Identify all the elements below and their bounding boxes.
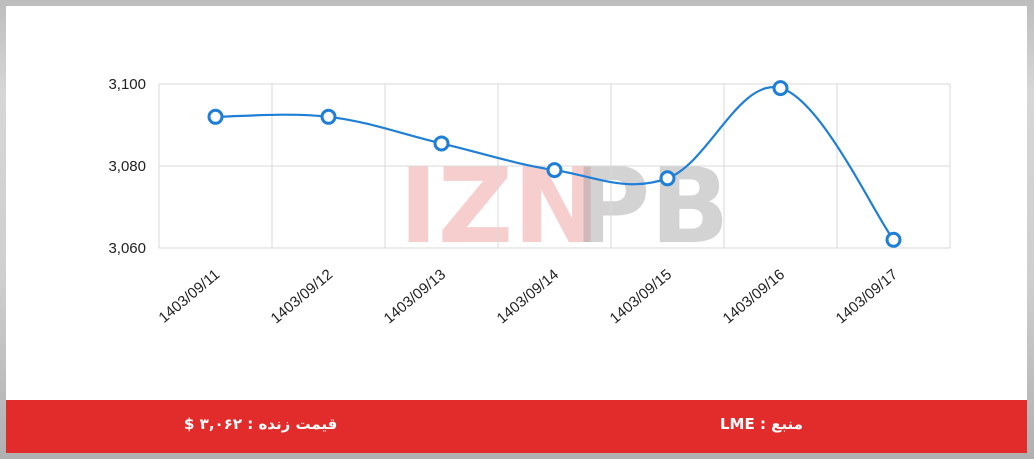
footer-bar: قیمت زنده : ۳,۰۶۲ $ منبع : LME <box>6 400 1027 453</box>
data-point <box>207 108 224 125</box>
x-tick-label: 1403/09/12 <box>268 266 336 327</box>
live-price: قیمت زنده : ۳,۰۶۲ $ <box>184 415 338 433</box>
x-axis: 1403/09/11 1403/09/12 1403/09/13 1403/09/14… <box>155 266 901 327</box>
watermark-pb: PB <box>574 145 730 267</box>
data-point <box>885 231 902 248</box>
y-axis: 3,060 3,080 3,100 <box>108 76 146 257</box>
x-tick-label: 1403/09/17 <box>833 266 901 327</box>
x-tick-label: 1403/09/16 <box>720 266 788 327</box>
x-tick-label: 1403/09/13 <box>381 266 449 327</box>
data-point <box>433 135 450 152</box>
data-points <box>207 80 902 248</box>
x-tick-label: 1403/09/15 <box>607 266 675 327</box>
data-point <box>546 162 563 179</box>
data-point <box>659 170 676 187</box>
chart-card: IZN PB 3,060 3,080 3,100 1403/09/11 1403/09… <box>6 6 1027 453</box>
source-label: منبع : LME <box>720 415 803 433</box>
data-point <box>772 80 789 97</box>
data-point <box>320 108 337 125</box>
y-tick-label: 3,100 <box>108 76 146 93</box>
x-tick-label: 1403/09/14 <box>494 266 562 327</box>
watermark-izn: IZN <box>399 145 600 267</box>
x-tick-label: 1403/09/11 <box>155 266 223 327</box>
grid <box>158 83 951 249</box>
watermark: IZN PB <box>399 145 730 267</box>
y-tick-label: 3,080 <box>108 158 146 175</box>
y-tick-label: 3,060 <box>108 240 146 257</box>
